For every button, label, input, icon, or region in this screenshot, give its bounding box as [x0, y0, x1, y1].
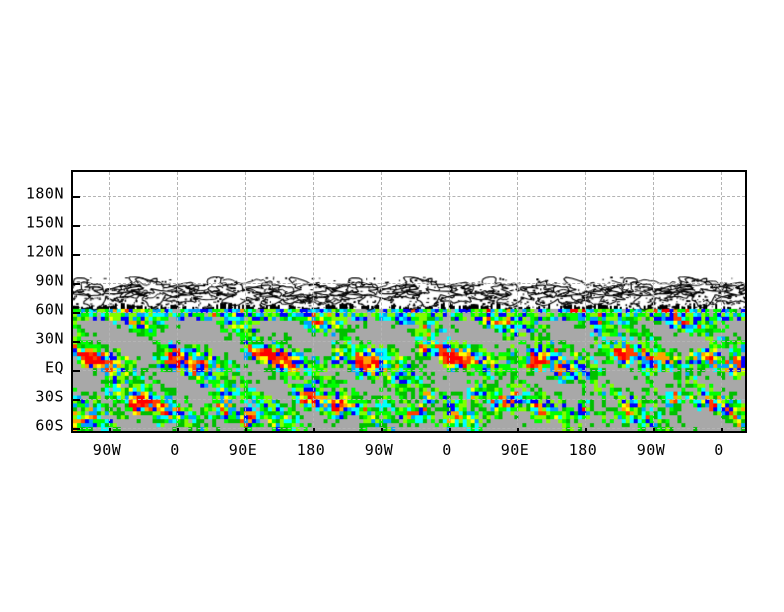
x-axis-tick-label: 90W	[364, 441, 394, 459]
plot-frame	[71, 170, 747, 433]
y-axis-tick	[73, 312, 80, 314]
y-axis-tick	[73, 399, 80, 401]
y-axis-tick	[73, 283, 80, 285]
x-axis-labels: 90W 0 90E 180 90W 0 90E 180 90W 0	[71, 443, 747, 467]
x-axis-tick-label: 90W	[92, 441, 122, 459]
y-axis-tick	[73, 428, 80, 430]
x-axis-tick-label: 0	[714, 441, 724, 459]
x-axis-tick	[177, 428, 179, 431]
x-axis-tick	[721, 428, 723, 431]
x-axis-tick	[653, 428, 655, 431]
y-axis-tick-label: 60N	[35, 300, 64, 319]
y-axis-tick-label: 30S	[35, 387, 64, 406]
x-axis-tick	[313, 428, 315, 431]
x-axis-tick	[245, 428, 247, 431]
x-axis-tick-label: 180	[296, 441, 326, 459]
y-axis-tick-label: 30N	[35, 329, 64, 348]
y-axis-tick-label: 90N	[35, 271, 64, 290]
y-axis-tick	[73, 196, 80, 198]
y-axis-tick-label: 120N	[25, 242, 64, 261]
x-axis-tick	[109, 428, 111, 431]
x-axis-tick-label: 90E	[500, 441, 530, 459]
y-axis-tick	[73, 254, 80, 256]
y-axis-labels: 180N 150N 120N 90N 60N 30N EQ 30S 60S	[0, 170, 64, 433]
x-axis-tick-label: 90E	[228, 441, 258, 459]
x-axis-tick-label: 90W	[636, 441, 666, 459]
x-axis-tick-label: 180	[568, 441, 598, 459]
y-axis-tick	[73, 341, 80, 343]
y-axis-tick-label: 180N	[25, 184, 64, 203]
y-axis-tick	[73, 370, 80, 372]
y-axis-tick-label: EQ	[44, 358, 64, 377]
x-axis-tick	[517, 428, 519, 431]
y-axis-tick-label: 60S	[35, 416, 64, 435]
x-axis-tick	[381, 428, 383, 431]
x-axis-tick-label: 0	[442, 441, 452, 459]
x-axis-tick-label: 0	[170, 441, 180, 459]
map-data-canvas	[73, 172, 745, 431]
x-axis-tick	[449, 428, 451, 431]
x-axis-tick	[585, 428, 587, 431]
y-axis-tick	[73, 225, 80, 227]
y-axis-tick-label: 150N	[25, 213, 64, 232]
